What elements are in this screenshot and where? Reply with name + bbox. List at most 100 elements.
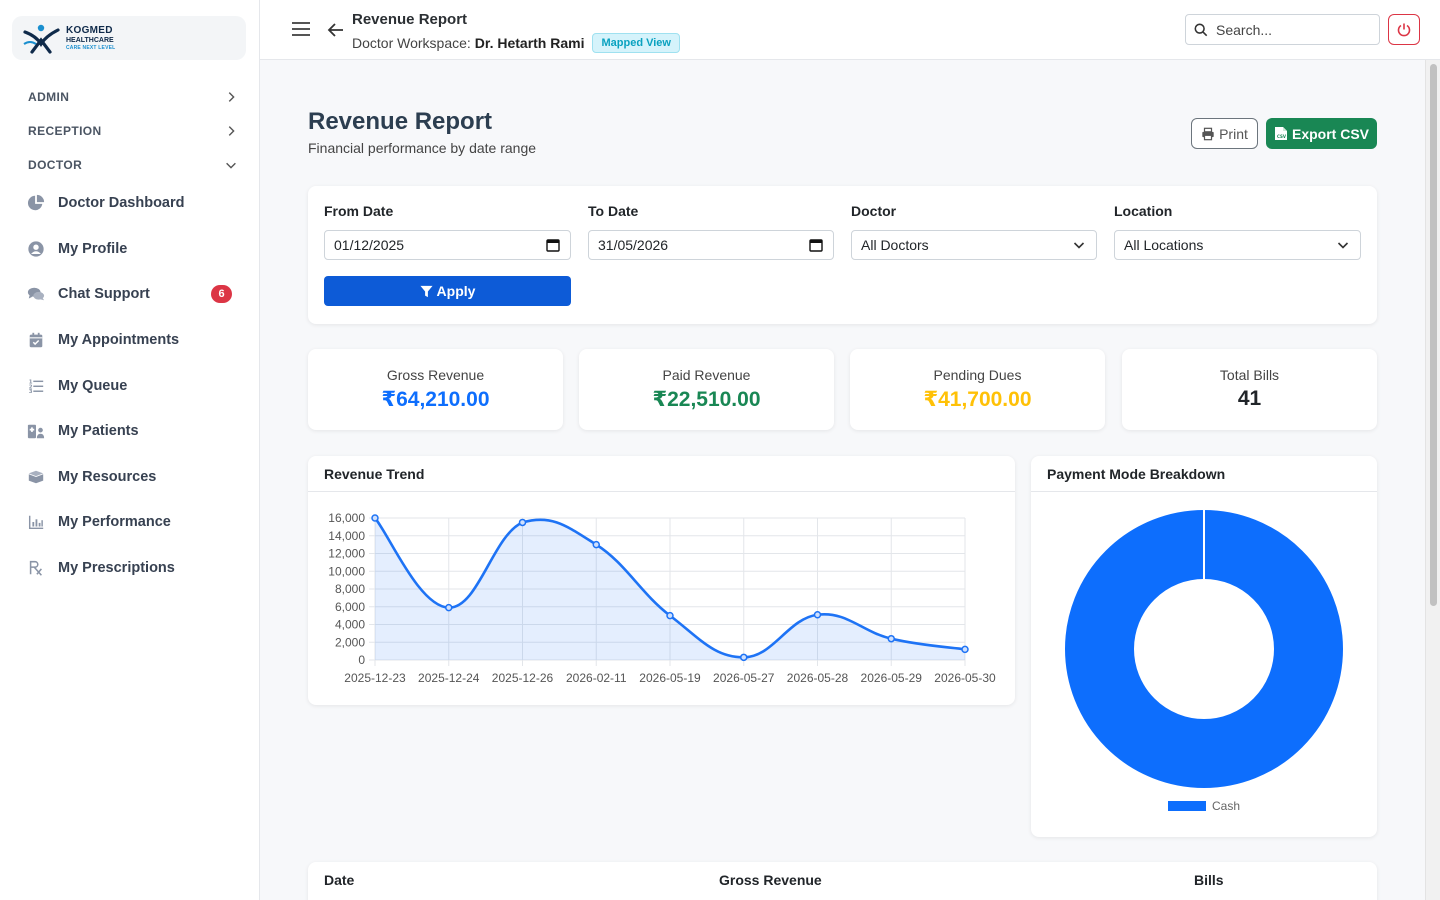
doctor-select[interactable]: All Doctors (851, 230, 1097, 260)
sidebar-item-my-performance[interactable]: My Performance (26, 508, 238, 536)
back-arrow-icon[interactable] (326, 20, 346, 40)
logout-button[interactable] (1388, 14, 1420, 45)
from-date-input[interactable]: 01/12/2025 (324, 230, 571, 260)
svg-text:CSV: CSV (1277, 134, 1287, 139)
sidebar-item-doctor-dashboard[interactable]: Doctor Dashboard (26, 189, 238, 217)
y-tick-label: 0 (358, 653, 365, 667)
chevron-down-icon (1337, 242, 1349, 249)
stat-card-pending-dues: Pending Dues ₹41,700.00 (850, 349, 1105, 430)
x-tick-label: 2025-12-24 (418, 671, 480, 685)
sidebar-item-my-prescriptions[interactable]: My Prescriptions (26, 554, 238, 582)
y-tick-label: 12,000 (328, 547, 365, 561)
y-tick-label: 16,000 (328, 511, 365, 525)
section-reception[interactable]: RECEPTION (28, 121, 238, 141)
brand-sub: HEALTHCARE (66, 36, 114, 44)
location-select-value: All Locations (1124, 237, 1204, 253)
chart-legend: Cash (1168, 799, 1240, 813)
to-date-value: 31/05/2026 (598, 237, 669, 253)
stat-card-total-bills: Total Bills 41 (1122, 349, 1377, 430)
trend-point (887, 634, 895, 643)
from-date-label: From Date (324, 203, 394, 219)
revenue-table: Date Gross Revenue Bills (308, 862, 1377, 900)
x-tick-label: 2026-05-27 (713, 671, 775, 685)
stat-value: ₹22,510.00 (652, 388, 761, 411)
brand-logo[interactable]: KOGMED HEALTHCARE CARE NEXT LEVEL (12, 16, 246, 60)
calendar-check-icon (26, 330, 46, 350)
sidebar-item-my-patients[interactable]: My Patients (26, 417, 238, 445)
page-subtitle: Financial performance by date range (308, 140, 537, 156)
y-tick-label: 10,000 (328, 564, 365, 578)
x-tick-label: 2025-12-26 (492, 671, 554, 685)
y-tick-label: 14,000 (328, 529, 365, 543)
section-doctor[interactable]: DOCTOR (28, 155, 238, 175)
sidebar-item-label: Chat Support (58, 286, 150, 302)
table-header-date: Date (324, 872, 355, 888)
calendar-icon (546, 239, 560, 252)
prescription-icon (26, 558, 46, 578)
trend-point (961, 645, 969, 654)
search-input[interactable] (1216, 21, 1366, 38)
filter-card: From Date 01/12/2025 To Date 31/05/2026 … (308, 186, 1377, 324)
workspace-prefix: Doctor Workspace: (352, 35, 471, 51)
x-tick-label: 2026-05-29 (861, 671, 923, 685)
trend-point (445, 603, 453, 612)
y-tick-label: 2,000 (335, 635, 365, 649)
section-label: ADMIN (28, 90, 70, 104)
brand-name: KOGMED (66, 24, 113, 36)
stat-label: Total Bills (1219, 367, 1280, 383)
workspace-info: Doctor Workspace: Dr. Hetarth Rami Mappe… (352, 33, 680, 53)
sidebar-item-chat-support[interactable]: Chat Support 6 (26, 280, 238, 308)
chevron-down-icon (226, 162, 236, 169)
scrollbar-thumb[interactable] (1430, 64, 1437, 606)
csv-file-icon: CSV (1274, 127, 1287, 140)
revenue-trend-card: Revenue Trend 0 2,000 4,000 6,000 8,000 10,00… (308, 456, 1015, 705)
doctor-label: Doctor (851, 203, 897, 219)
sidebar-item-label: My Profile (58, 241, 128, 257)
search-box[interactable] (1185, 14, 1380, 45)
kogmed-logo-icon (22, 22, 62, 54)
unread-count-badge: 6 (211, 285, 232, 303)
payment-mode-donut-chart: Cash (1065, 510, 1343, 813)
section-admin[interactable]: ADMIN (28, 87, 238, 107)
print-button[interactable]: Print (1191, 118, 1258, 149)
payment-mode-card: Payment Mode Breakdown Cash (1031, 456, 1377, 837)
sidebar-item-my-profile[interactable]: My Profile (26, 235, 238, 263)
power-icon (1397, 23, 1411, 36)
svg-text:1: 1 (29, 379, 33, 385)
table-header-bills: Bills (1194, 872, 1224, 888)
doctor-name: Dr. Hetarth Rami (474, 35, 585, 51)
sidebar-item-label: Doctor Dashboard (58, 195, 185, 211)
page-scrollbar[interactable] (1425, 60, 1440, 900)
mapped-view-badge: Mapped View (592, 33, 680, 53)
section-label: RECEPTION (28, 124, 102, 138)
trend-area-fill (375, 518, 965, 660)
hospital-user-icon (26, 421, 46, 441)
revenue-trend-title: Revenue Trend (308, 456, 1015, 492)
sidebar-item-label: My Resources (58, 469, 157, 485)
svg-text:3: 3 (29, 389, 33, 395)
sidebar-item-my-resources[interactable]: My Resources (26, 463, 238, 491)
location-select[interactable]: All Locations (1114, 230, 1361, 260)
chart-grid (369, 517, 966, 666)
sidebar-item-label: My Appointments (58, 332, 180, 348)
sidebar-item-my-appointments[interactable]: My Appointments (26, 326, 238, 354)
to-date-input[interactable]: 31/05/2026 (588, 230, 834, 260)
legend-label: Cash (1212, 799, 1240, 813)
x-tick-label: 2026-05-19 (639, 671, 701, 685)
trend-point (740, 653, 748, 662)
chat-bubbles-icon (26, 284, 46, 304)
apply-button[interactable]: Apply (324, 276, 571, 306)
printer-icon (1202, 127, 1214, 140)
sidebar-item-label: My Prescriptions (58, 560, 175, 576)
y-tick-label: 8,000 (335, 582, 365, 596)
doctor-select-value: All Doctors (861, 237, 929, 253)
x-tick-label: 2026-05-28 (787, 671, 849, 685)
stat-card-gross-revenue: Gross Revenue ₹64,210.00 (308, 349, 563, 430)
from-date-value: 01/12/2025 (334, 237, 405, 253)
topbar-title: Revenue Report (352, 11, 468, 28)
to-date-label: To Date (588, 203, 639, 219)
menu-toggle-icon[interactable] (290, 18, 312, 40)
revenue-trend-chart: 0 2,000 4,000 6,000 8,000 10,000 12,000 14,000 1… (328, 511, 996, 685)
export-csv-button[interactable]: CSV Export CSV (1266, 118, 1377, 149)
